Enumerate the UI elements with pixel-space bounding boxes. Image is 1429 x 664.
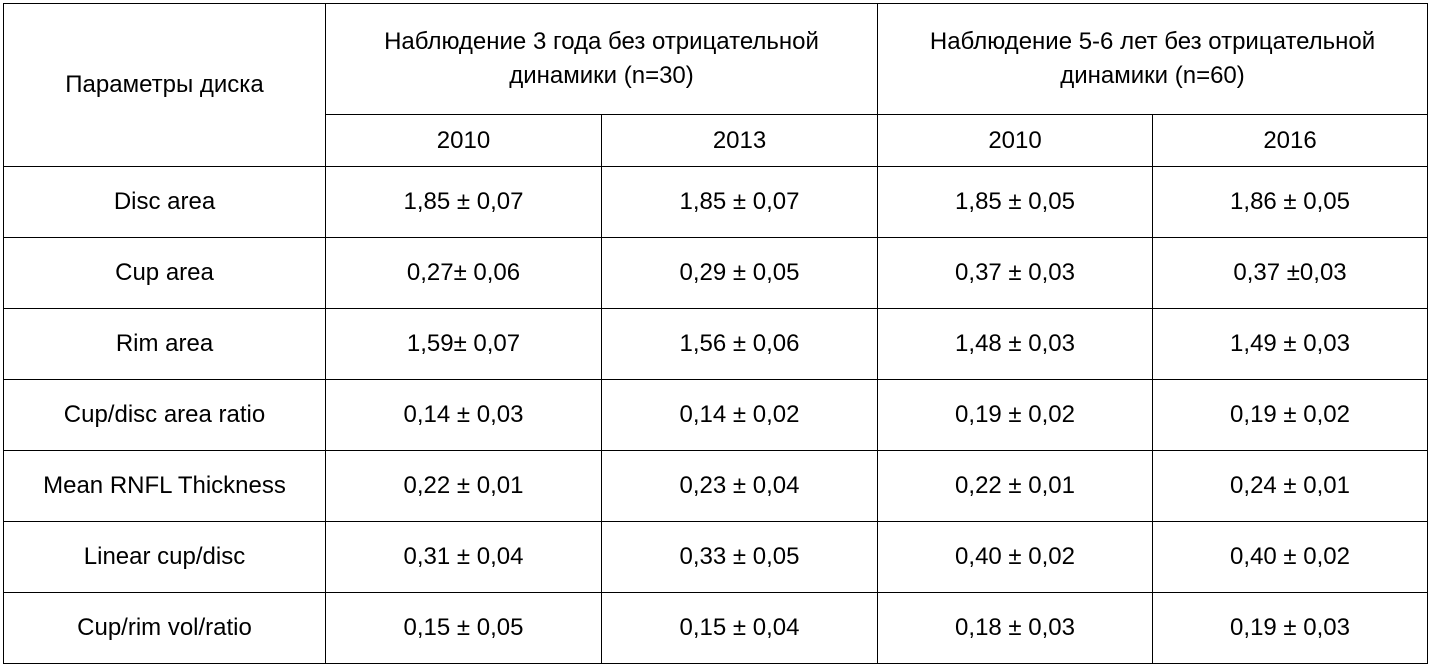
value-cell: 0,27± 0,06 <box>325 237 602 309</box>
year-header: 2016 <box>1152 114 1429 167</box>
value-cell: 0,14 ± 0,02 <box>600 379 879 451</box>
group-header-1-line2: динамики (n=30) <box>509 62 694 89</box>
value-cell: 0,19 ± 0,02 <box>1152 379 1429 451</box>
value-cell: 0,19 ± 0,03 <box>1152 592 1429 664</box>
value-cell: 0,33 ± 0,05 <box>600 521 879 593</box>
table-row: Rim area 1,59± 0,07 1,56 ± 0,06 1,48 ± 0… <box>3 308 1429 380</box>
param-cell: Mean RNFL Thickness <box>3 450 326 522</box>
year-header: 2010 <box>877 114 1154 167</box>
value-cell: 1,85 ± 0,05 <box>877 166 1154 238</box>
table-row: Mean RNFL Thickness 0,22 ± 0,01 0,23 ± 0… <box>3 450 1429 522</box>
value-cell: 1,49 ± 0,03 <box>1152 308 1429 380</box>
value-cell: 0,37 ± 0,03 <box>877 237 1154 309</box>
param-cell: Cup/disc area ratio <box>3 379 326 451</box>
group-header-2-line1: Наблюдение 5-6 лет без отрицательной <box>929 28 1376 55</box>
value-cell: 1,86 ± 0,05 <box>1152 166 1429 238</box>
param-cell: Disc area <box>3 166 326 238</box>
value-cell: 0,15 ± 0,05 <box>325 592 602 664</box>
value-cell: 0,29 ± 0,05 <box>600 237 879 309</box>
value-cell: 0,24 ± 0,01 <box>1152 450 1429 522</box>
value-cell: 0,18 ± 0,03 <box>877 592 1154 664</box>
group-header-cell-1: Наблюдение 3 года без отрицательной дина… <box>324 3 879 115</box>
param-cell: Linear cup/disc <box>3 521 326 593</box>
value-cell: 0,40 ± 0,02 <box>877 521 1154 593</box>
table-row: Cup/rim vol/ratio 0,15 ± 0,05 0,15 ± 0,0… <box>3 592 1429 664</box>
group-header-1-line1: Наблюдение 3 года без отрицательной <box>384 28 819 55</box>
table-row: Cup/disc area ratio 0,14 ± 0,03 0,14 ± 0… <box>3 379 1429 451</box>
table-row: Linear cup/disc 0,31 ± 0,04 0,33 ± 0,05 … <box>3 521 1429 593</box>
value-cell: 0,37 ±0,03 <box>1152 237 1429 309</box>
year-header: 2010 <box>325 114 602 167</box>
value-cell: 0,31 ± 0,04 <box>325 521 602 593</box>
value-cell: 0,23 ± 0,04 <box>600 450 879 522</box>
value-cell: 0,14 ± 0,03 <box>325 379 602 451</box>
param-cell: Cup area <box>3 237 326 309</box>
year-header: 2013 <box>600 114 879 167</box>
value-cell: 1,59± 0,07 <box>325 308 602 380</box>
value-cell: 0,19 ± 0,02 <box>877 379 1154 451</box>
value-cell: 0,15 ± 0,04 <box>600 592 879 664</box>
value-cell: 0,22 ± 0,01 <box>877 450 1154 522</box>
value-cell: 1,85 ± 0,07 <box>325 166 602 238</box>
group-header-2-line2: динамики (n=60) <box>1060 62 1245 89</box>
value-cell: 0,22 ± 0,01 <box>325 450 602 522</box>
disc-parameters-table: Параметры диска Наблюдение 3 года без от… <box>3 3 1429 664</box>
table-row: Disc area 1,85 ± 0,07 1,85 ± 0,07 1,85 ±… <box>3 166 1429 238</box>
param-header-cell: Параметры диска <box>3 3 326 167</box>
param-cell: Rim area <box>3 308 326 380</box>
param-cell: Cup/rim vol/ratio <box>3 592 326 664</box>
group-header-cell-2: Наблюдение 5-6 лет без отрицательной дин… <box>877 3 1429 115</box>
param-header: Параметры диска <box>65 71 264 98</box>
header-row-groups: Параметры диска Наблюдение 3 года без от… <box>3 3 1429 167</box>
table-row: Cup area 0,27± 0,06 0,29 ± 0,05 0,37 ± 0… <box>3 237 1429 309</box>
value-cell: 0,40 ± 0,02 <box>1152 521 1429 593</box>
value-cell: 1,48 ± 0,03 <box>877 308 1154 380</box>
value-cell: 1,56 ± 0,06 <box>600 308 879 380</box>
value-cell: 1,85 ± 0,07 <box>600 166 879 238</box>
